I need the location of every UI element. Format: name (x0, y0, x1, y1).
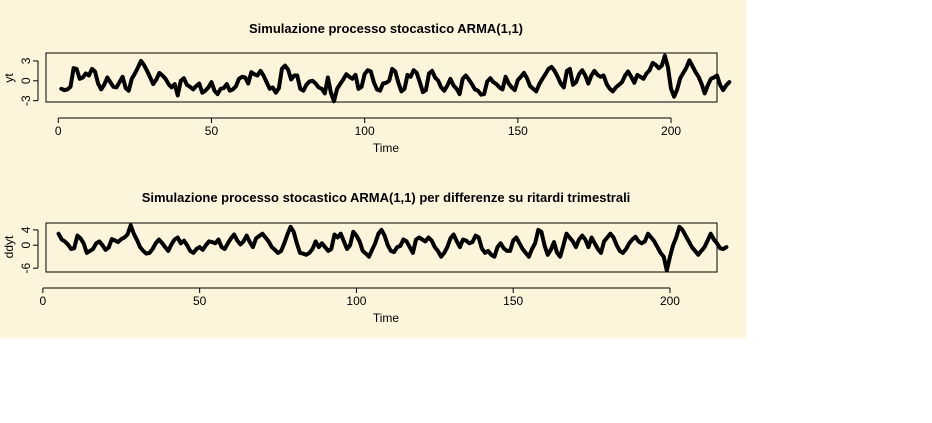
y-tick-label: 4 (19, 226, 33, 233)
panel-ddyt-xlabel: Time (373, 311, 400, 325)
x-tick-label: 100 (355, 124, 375, 138)
x-tick-label: 150 (508, 124, 528, 138)
x-tick-label: 200 (660, 294, 680, 308)
figure-background (0, 0, 746, 338)
x-tick-label: 150 (503, 294, 523, 308)
panel-yt-ylabel: yt (2, 73, 16, 83)
panel-ddyt: Simulazione processo stocastico ARMA(1,1… (2, 190, 729, 325)
panel-ddyt-title: Simulazione processo stocastico ARMA(1,1… (142, 190, 631, 205)
panel-ddyt-ylabel: ddyt (2, 235, 16, 258)
x-tick-label: 0 (55, 124, 62, 138)
panel-ddyt-frame (45, 222, 718, 273)
panel-yt: Simulazione processo stocastico ARMA(1,1… (2, 21, 732, 155)
panel-ddyt-axes: 0 50 100 150 200 -6 0 4 (19, 226, 680, 308)
x-tick-label: 100 (346, 294, 366, 308)
x-tick-label: 50 (193, 294, 207, 308)
panel-yt-title: Simulazione processo stocastico ARMA(1,1… (249, 21, 523, 36)
x-tick-label: 0 (40, 294, 47, 308)
y-tick-label: 0 (19, 242, 33, 249)
series-line-ddyt (56, 223, 729, 273)
y-tick-label: -3 (19, 95, 33, 106)
panel-yt-axes: 0 50 100 150 200 -3 0 3 (19, 57, 681, 138)
panel-yt-frame (45, 52, 718, 103)
panel-yt-xlabel: Time (373, 141, 400, 155)
x-tick-label: 200 (661, 124, 681, 138)
y-tick-label: 3 (19, 57, 33, 64)
chart-figure: Simulazione processo stocastico ARMA(1,1… (0, 0, 746, 338)
series-line-yt (59, 53, 732, 104)
x-tick-label: 50 (205, 124, 219, 138)
y-tick-label: 0 (19, 77, 33, 84)
y-tick-label: -6 (19, 263, 33, 274)
